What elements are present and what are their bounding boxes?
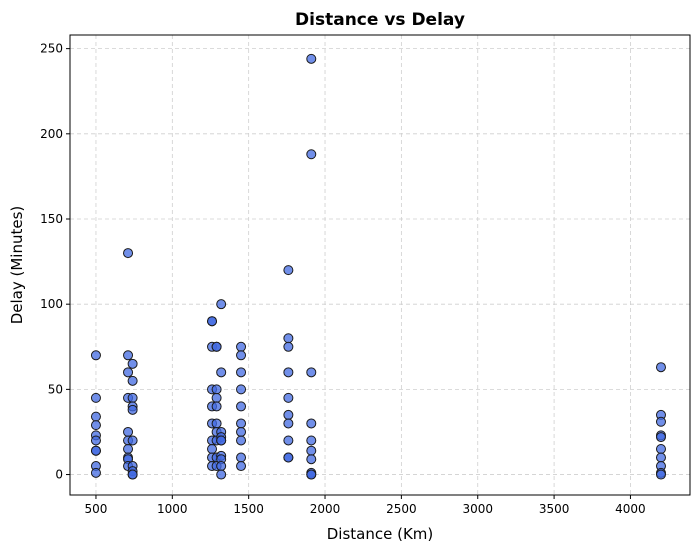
data-point xyxy=(283,341,294,352)
y-axis: 0 50 100 150 200 250 xyxy=(40,42,70,482)
data-point xyxy=(90,350,101,361)
data-point xyxy=(127,392,138,403)
data-point xyxy=(211,418,222,429)
data-point xyxy=(306,469,317,480)
y-tick-label: 150 xyxy=(40,212,63,226)
data-point xyxy=(236,367,247,378)
data-point xyxy=(123,426,134,437)
x-tick-label: 1000 xyxy=(157,502,188,516)
data-point xyxy=(127,469,138,480)
data-point xyxy=(216,299,227,310)
data-point xyxy=(236,461,247,472)
data-point xyxy=(283,367,294,378)
data-point xyxy=(655,432,666,443)
data-point xyxy=(655,452,666,463)
data-point xyxy=(236,452,247,463)
data-point xyxy=(216,367,227,378)
x-tick-label: 4000 xyxy=(615,502,646,516)
data-point xyxy=(236,401,247,412)
data-point xyxy=(211,341,222,352)
data-point xyxy=(211,384,222,395)
data-point xyxy=(127,375,138,386)
data-point xyxy=(211,401,222,412)
data-point xyxy=(655,469,666,480)
data-points xyxy=(90,53,666,480)
x-tick-label: 3500 xyxy=(539,502,570,516)
data-point xyxy=(283,452,294,463)
data-point xyxy=(306,149,317,160)
data-point xyxy=(283,409,294,420)
x-tick-label: 1500 xyxy=(233,502,264,516)
x-tick-label: 2500 xyxy=(386,502,417,516)
data-point xyxy=(90,445,101,456)
x-tick-label: 3000 xyxy=(462,502,493,516)
data-point xyxy=(236,350,247,361)
data-point xyxy=(236,435,247,446)
data-point xyxy=(306,418,317,429)
x-axis: 500 1000 1500 2000 2500 3000 3500 4000 xyxy=(85,495,646,516)
data-point xyxy=(306,367,317,378)
data-point xyxy=(207,316,218,327)
data-point xyxy=(123,350,134,361)
data-point xyxy=(211,392,222,403)
data-point xyxy=(306,445,317,456)
data-point xyxy=(283,392,294,403)
y-axis-title: Delay (Minutes) xyxy=(8,206,26,325)
data-point xyxy=(283,265,294,276)
data-point xyxy=(123,367,134,378)
y-tick-label: 200 xyxy=(40,127,63,141)
y-tick-label: 0 xyxy=(55,468,63,482)
data-point xyxy=(283,333,294,344)
data-point xyxy=(90,392,101,403)
x-tick-label: 500 xyxy=(85,502,108,516)
data-point xyxy=(655,362,666,373)
data-point xyxy=(216,461,227,472)
y-tick-label: 100 xyxy=(40,297,63,311)
data-point xyxy=(216,435,227,446)
data-point xyxy=(236,418,247,429)
data-point xyxy=(90,467,101,478)
data-point xyxy=(90,420,101,431)
data-point xyxy=(306,53,317,64)
data-point xyxy=(306,435,317,446)
x-axis-title: Distance (Km) xyxy=(327,525,434,543)
data-point xyxy=(236,384,247,395)
data-point xyxy=(283,435,294,446)
grid xyxy=(70,35,690,495)
data-point xyxy=(90,411,101,422)
data-point xyxy=(123,444,134,454)
data-point xyxy=(283,418,294,429)
data-point xyxy=(123,248,134,259)
chart-title: Distance vs Delay xyxy=(295,10,465,30)
data-point xyxy=(216,469,227,480)
data-point xyxy=(306,454,317,465)
data-point xyxy=(127,358,138,369)
data-point xyxy=(127,404,138,415)
data-point xyxy=(236,341,247,352)
data-point xyxy=(207,444,218,454)
data-point xyxy=(236,426,247,437)
plot-frame xyxy=(69,34,691,496)
y-tick-label: 250 xyxy=(40,42,63,56)
data-point xyxy=(655,416,666,427)
data-point xyxy=(127,435,138,446)
y-tick-label: 50 xyxy=(48,382,63,396)
data-point xyxy=(90,435,101,446)
data-point xyxy=(655,444,666,454)
x-tick-label: 2000 xyxy=(310,502,341,516)
